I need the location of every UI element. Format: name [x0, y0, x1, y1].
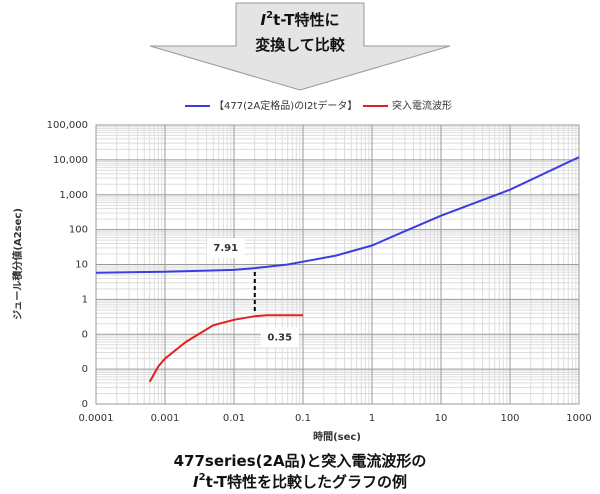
- banner-arrow: [149, 2, 451, 91]
- text-part: 477series(2A品)と突入電流波形の: [174, 452, 427, 470]
- annotation-label: 0.35: [267, 332, 292, 343]
- y-tick-label: 10,000: [53, 155, 88, 166]
- y-tick-label: 0: [82, 364, 88, 375]
- y-tick-label: 10: [75, 260, 88, 271]
- y-tick-label: 0: [82, 329, 88, 340]
- legend-label: 【477(2A定格品)のI2tデータ】: [214, 99, 357, 112]
- y-tick-label: 100,000: [47, 120, 88, 131]
- x-tick-label: 0.01: [223, 413, 245, 424]
- y-tick-label: 0: [82, 399, 88, 410]
- annotation-box: [260, 327, 299, 348]
- x-tick-label: 0.1: [295, 413, 311, 424]
- series-line: [148, 314, 303, 383]
- x-axis-label: 時間(sec): [313, 430, 361, 443]
- text-part: I: [193, 473, 199, 491]
- annotation-box: [206, 238, 245, 259]
- y-axis-label: ジュール積分値(A2sec): [11, 208, 24, 320]
- y-tick-label: 1,000: [59, 190, 88, 201]
- text-part: t-T特性を比較したグラフの例: [206, 473, 407, 491]
- series-line: [95, 156, 580, 274]
- text-part: t-T特性に: [273, 11, 339, 29]
- x-tick-label: 0.0001: [79, 413, 114, 424]
- y-tick-label: 1: [82, 294, 88, 305]
- text-part: 変換して比較: [255, 36, 346, 54]
- legend-label: 突入電流波形: [392, 99, 452, 112]
- x-tick-label: 0.001: [151, 413, 180, 424]
- text-line: I2t-T特性に: [261, 10, 340, 29]
- text-line: 477series(2A品)と突入電流波形の: [174, 452, 427, 470]
- x-tick-label: 1000: [566, 413, 591, 424]
- text-line: 変換して比較: [255, 36, 346, 54]
- x-tick-label: 1: [369, 413, 375, 424]
- x-tick-label: 10: [435, 413, 448, 424]
- text-part: 2: [266, 10, 273, 21]
- text-line: I2t-T特性を比較したグラフの例: [193, 472, 407, 491]
- x-tick-label: 100: [500, 413, 519, 424]
- y-tick-label: 100: [69, 225, 88, 236]
- text-part: I: [261, 11, 267, 29]
- annotation-label: 7.91: [213, 243, 238, 254]
- text-part: 2: [199, 472, 206, 483]
